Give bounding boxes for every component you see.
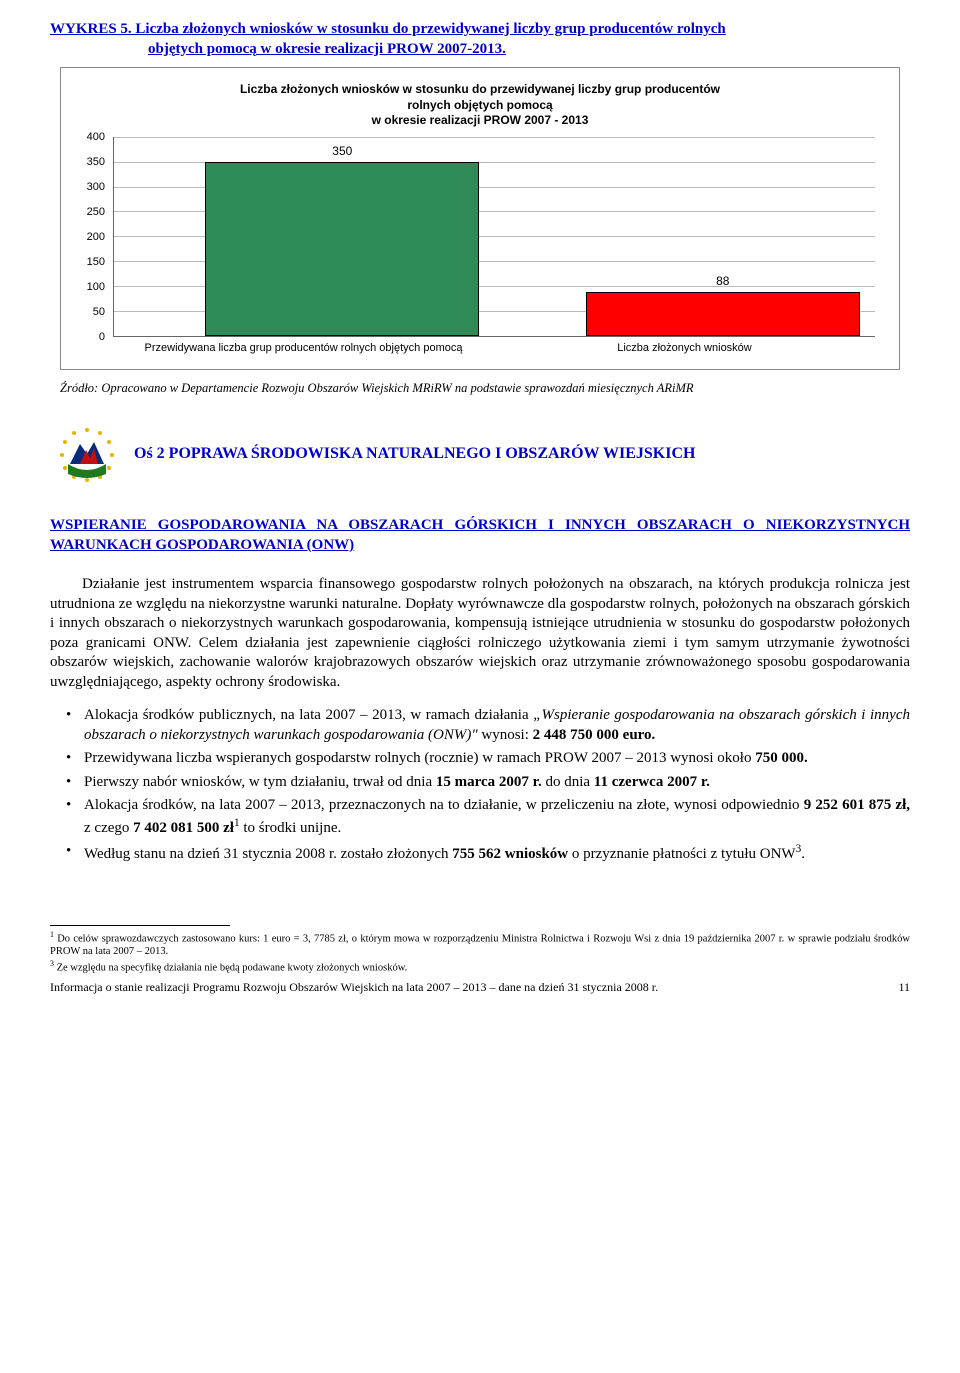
paragraph-text: Działanie jest instrumentem wsparcia fin… bbox=[50, 576, 910, 690]
text-strong: 15 marca 2007 r. bbox=[436, 774, 542, 790]
axis-title: Oś 2 POPRAWA ŚRODOWISKA NATURALNEGO I OB… bbox=[134, 424, 695, 465]
text-strong: 755 562 wniosków bbox=[452, 846, 568, 862]
action-title: WSPIERANIE GOSPODAROWANIA NA OBSZARACH G… bbox=[50, 516, 910, 555]
ytick-100: 100 bbox=[75, 280, 105, 294]
text-strong: 9 252 601 875 zł, bbox=[804, 797, 910, 813]
ytick-200: 200 bbox=[75, 230, 105, 244]
page-number: 11 bbox=[898, 980, 910, 996]
footnote-text: Ze względu na specyfikę działania nie bę… bbox=[54, 962, 407, 973]
body-paragraph: Działanie jest instrumentem wsparcia fin… bbox=[50, 575, 910, 692]
ytick-400: 400 bbox=[75, 130, 105, 144]
ytick-250: 250 bbox=[75, 205, 105, 219]
x-axis-labels: Przewidywana liczba grup producentów rol… bbox=[113, 341, 875, 355]
text: o przyznanie płatności z tytułu ONW bbox=[568, 846, 795, 862]
text-strong: 2 448 750 000 euro. bbox=[533, 727, 656, 743]
footnote-1: 1 Do celów sprawozdawczych zastosowano k… bbox=[50, 930, 910, 959]
bar-value-label-1: 88 bbox=[716, 274, 729, 290]
text: z czego bbox=[84, 820, 133, 836]
ytick-0: 0 bbox=[75, 330, 105, 344]
text-strong: 11 czerwca 2007 r. bbox=[594, 774, 710, 790]
figure-caption-line2: objętych pomocą w okresie realizacji PRO… bbox=[148, 40, 910, 60]
bar-0 bbox=[205, 162, 479, 336]
chart-container: Liczba złożonych wniosków w stosunku do … bbox=[60, 67, 900, 370]
bar-value-label-0: 350 bbox=[332, 144, 352, 160]
text: to środki unijne. bbox=[240, 820, 342, 836]
bullet-3: Pierwszy nabór wniosków, w tym działaniu… bbox=[50, 773, 910, 793]
text-strong: 7 402 081 500 zł bbox=[133, 820, 234, 836]
x-category-0: Przewidywana liczba grup producentów rol… bbox=[113, 341, 494, 355]
footnote-separator bbox=[50, 925, 230, 926]
chart-title: Liczba złożonych wniosków w stosunku do … bbox=[75, 82, 885, 129]
bullet-1: Alokacja środków publicznych, na lata 20… bbox=[50, 706, 910, 745]
footnote-3: 3 Ze względu na specyfikę działania nie … bbox=[50, 959, 910, 975]
chart-title-l2: rolnych objętych pomocą bbox=[75, 98, 885, 114]
chart-plot: 350 88 bbox=[113, 137, 875, 337]
footer-text: Informacja o stanie realizacji Programu … bbox=[50, 980, 658, 996]
page-footer: Informacja o stanie realizacji Programu … bbox=[50, 980, 910, 996]
prow-logo-icon bbox=[50, 424, 124, 486]
ytick-350: 350 bbox=[75, 155, 105, 169]
figure-caption-line1: WYKRES 5. Liczba złożonych wniosków w st… bbox=[50, 21, 726, 37]
bullet-list: Alokacja środków publicznych, na lata 20… bbox=[50, 706, 910, 865]
chart-source: Źródło: Opracowano w Departamencie Rozwo… bbox=[60, 380, 900, 396]
chart-title-l1: Liczba złożonych wniosków w stosunku do … bbox=[75, 82, 885, 98]
gridline bbox=[114, 137, 875, 138]
bullet-4: Alokacja środków, na lata 2007 – 2013, p… bbox=[50, 796, 910, 838]
bar-1 bbox=[586, 292, 860, 336]
text: Alokacja środków, na lata 2007 – 2013, p… bbox=[84, 797, 804, 813]
bullet-5: Według stanu na dzień 31 stycznia 2008 r… bbox=[50, 842, 910, 865]
ytick-50: 50 bbox=[75, 305, 105, 319]
footnote-text: Do celów sprawozdawczych zastosowano kur… bbox=[50, 933, 910, 957]
chart-title-l3: w okresie realizacji PROW 2007 - 2013 bbox=[75, 113, 885, 129]
text: do dnia bbox=[542, 774, 594, 790]
chart-plot-area: 0 50 100 150 200 250 300 350 400 35088 bbox=[109, 137, 875, 337]
text-strong: 750 000. bbox=[755, 750, 808, 766]
ytick-150: 150 bbox=[75, 255, 105, 269]
ytick-300: 300 bbox=[75, 180, 105, 194]
text: wynosi: bbox=[478, 727, 533, 743]
text: Pierwszy nabór wniosków, w tym działaniu… bbox=[84, 774, 436, 790]
text: Według stanu na dzień 31 stycznia 2008 r… bbox=[84, 846, 452, 862]
text: . bbox=[801, 846, 805, 862]
x-category-1: Liczba złożonych wniosków bbox=[494, 341, 875, 355]
text: Przewidywana liczba wspieranych gospodar… bbox=[84, 750, 755, 766]
figure-caption: WYKRES 5. Liczba złożonych wniosków w st… bbox=[50, 20, 910, 59]
text: Alokacja środków publicznych, na lata 20… bbox=[84, 707, 533, 723]
bullet-2: Przewidywana liczba wspieranych gospodar… bbox=[50, 749, 910, 769]
axis-heading-row: Oś 2 POPRAWA ŚRODOWISKA NATURALNEGO I OB… bbox=[50, 424, 910, 486]
